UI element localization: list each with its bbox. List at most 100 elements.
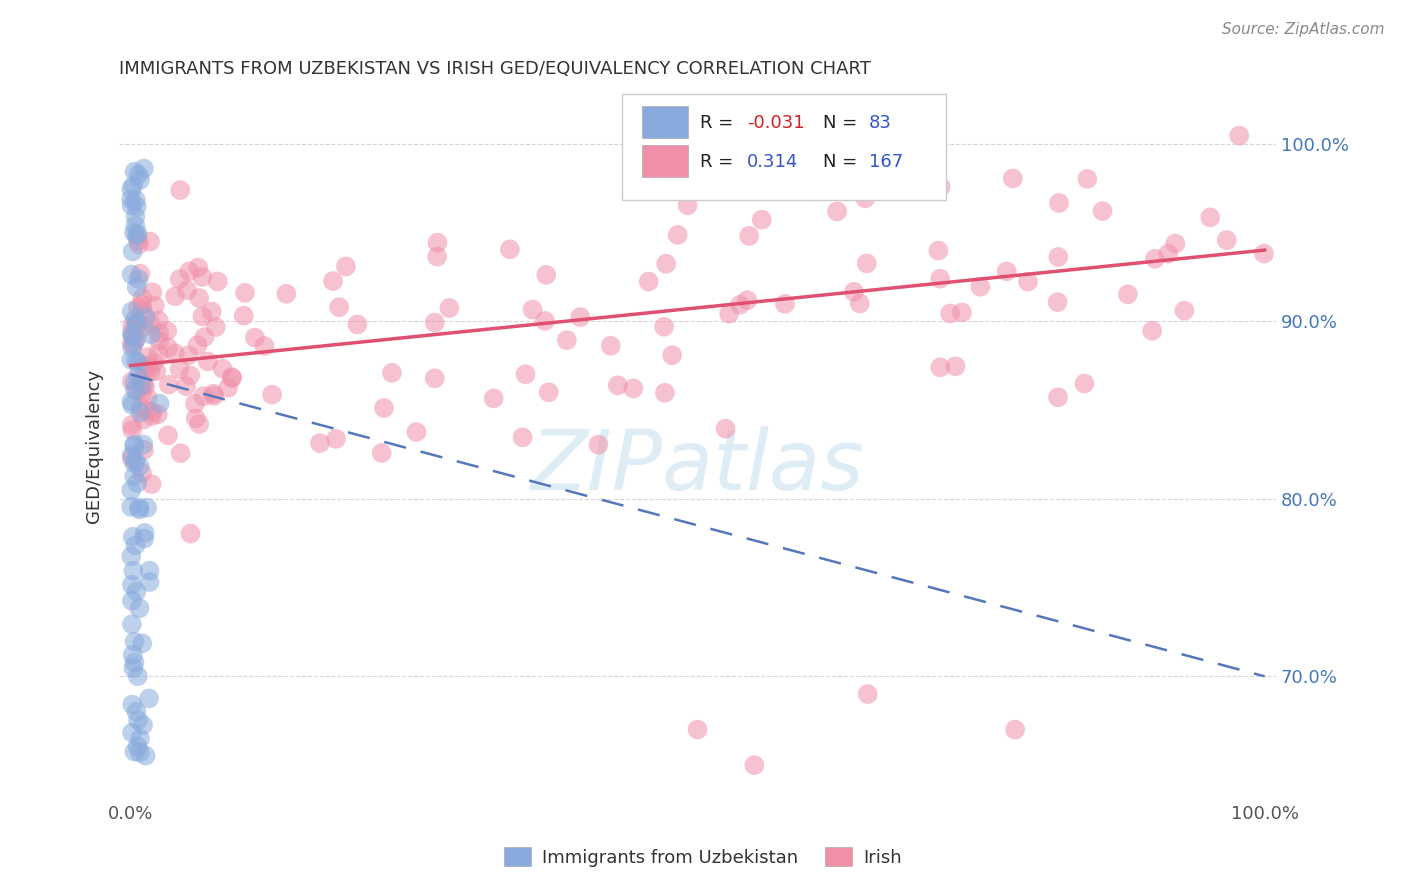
Point: [121, 648, 143, 662]
Point: [121, 448, 143, 462]
Point: [136, 390, 159, 404]
Point: [125, 454, 148, 468]
Point: [131, 378, 153, 392]
Point: [1253, 246, 1275, 260]
Point: [121, 268, 143, 282]
Point: [132, 442, 155, 457]
Point: [124, 634, 146, 648]
Point: [128, 601, 150, 615]
Point: [1199, 211, 1222, 225]
Point: [1046, 295, 1069, 310]
Point: [131, 386, 153, 401]
Point: [1047, 196, 1070, 211]
Point: [121, 578, 143, 592]
Point: [122, 469, 145, 483]
Point: [328, 300, 350, 314]
Point: [773, 297, 796, 311]
Point: [211, 361, 233, 376]
Point: [260, 387, 283, 401]
Bar: [643, 106, 689, 138]
Point: [146, 408, 169, 422]
Point: [125, 705, 148, 719]
Point: [169, 272, 191, 286]
Point: [128, 237, 150, 252]
Point: [193, 389, 215, 403]
Point: [139, 365, 162, 379]
Point: [124, 319, 146, 334]
Point: [121, 327, 143, 342]
Point: [322, 274, 344, 288]
Text: 167: 167: [869, 153, 903, 171]
Point: [121, 318, 143, 333]
Point: [855, 256, 877, 270]
Point: [127, 316, 149, 330]
Point: [927, 244, 949, 258]
Point: [121, 304, 143, 318]
Point: [136, 500, 159, 515]
Point: [121, 375, 143, 389]
Point: [849, 296, 872, 310]
Point: [177, 348, 200, 362]
Point: [134, 319, 156, 334]
Point: [253, 339, 276, 353]
Point: [751, 212, 773, 227]
Point: [599, 339, 621, 353]
Point: [120, 394, 142, 409]
Point: [125, 331, 148, 345]
Point: [381, 366, 404, 380]
Point: [179, 368, 201, 383]
Point: [127, 475, 149, 490]
Point: [132, 412, 155, 426]
Point: [156, 324, 179, 338]
Point: [121, 341, 143, 355]
Point: [276, 286, 298, 301]
Point: [149, 396, 172, 410]
Point: [124, 656, 146, 670]
Point: [221, 370, 243, 384]
Point: [121, 336, 143, 351]
Point: [129, 375, 152, 389]
Point: [232, 309, 254, 323]
Point: [537, 385, 560, 400]
Point: [127, 234, 149, 248]
Point: [124, 210, 146, 224]
Point: [121, 326, 143, 341]
Point: [121, 451, 143, 466]
Text: ZIPatlas: ZIPatlas: [531, 426, 865, 508]
Point: [221, 371, 243, 385]
Point: [187, 338, 209, 352]
Point: [128, 500, 150, 515]
Point: [122, 226, 145, 240]
Text: Source: ZipAtlas.com: Source: ZipAtlas.com: [1222, 22, 1385, 37]
Point: [134, 525, 156, 540]
Point: [127, 168, 149, 182]
Point: [1157, 247, 1180, 261]
Point: [124, 312, 146, 326]
Point: [128, 745, 150, 759]
Point: [120, 549, 142, 564]
Point: [131, 303, 153, 318]
Point: [127, 669, 149, 683]
Point: [169, 362, 191, 376]
Point: [132, 359, 155, 373]
Point: [686, 723, 709, 737]
Point: [127, 227, 149, 241]
Point: [138, 564, 160, 578]
Point: [555, 333, 578, 347]
Point: [163, 346, 186, 360]
Point: [127, 272, 149, 286]
Point: [522, 302, 544, 317]
Point: [652, 319, 675, 334]
Point: [121, 530, 143, 544]
Point: [121, 698, 143, 712]
Point: [132, 437, 155, 451]
Point: [346, 318, 368, 332]
Point: [121, 617, 143, 632]
Point: [138, 575, 160, 590]
Point: [423, 316, 446, 330]
Point: [1076, 172, 1098, 186]
Point: [134, 532, 156, 546]
Point: [207, 275, 229, 289]
Point: [141, 405, 163, 419]
Point: [157, 377, 180, 392]
